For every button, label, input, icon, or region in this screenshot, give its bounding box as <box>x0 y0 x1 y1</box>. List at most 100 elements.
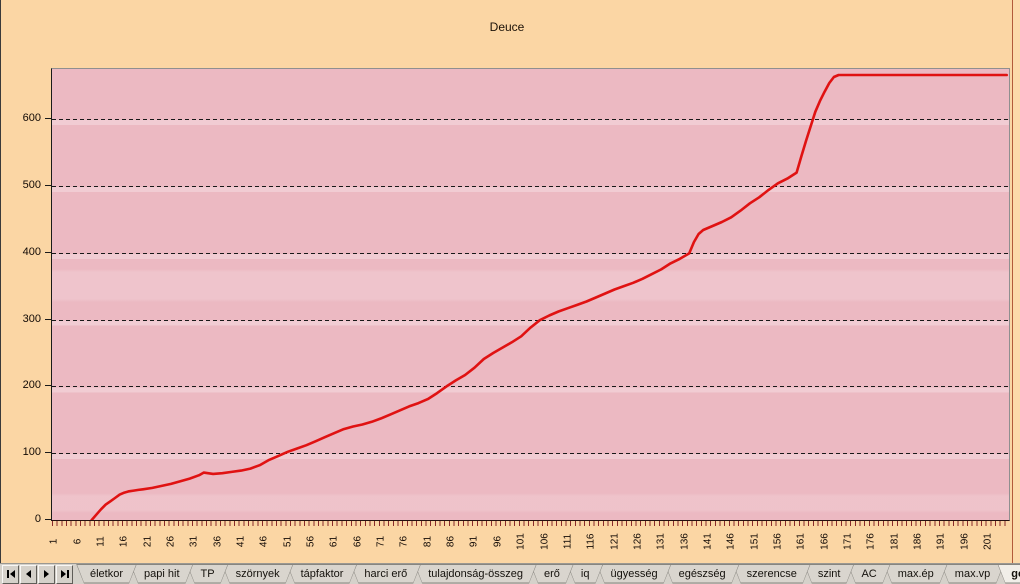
x-tick-label-176: 176 <box>865 533 877 550</box>
sheet-tab-szerencse[interactable]: szerencse <box>733 564 811 584</box>
tab-label: max.ép <box>897 567 934 580</box>
sheet-tab-max-vp[interactable]: max.vp <box>941 564 1004 584</box>
x-tick-label-146: 146 <box>725 533 737 550</box>
x-tick-label-161: 161 <box>795 533 807 550</box>
tab-label: szörnyek <box>235 567 280 580</box>
x-tick-label-126: 126 <box>632 533 644 550</box>
tab-label: tulajdonság-összeg <box>428 567 524 580</box>
y-tick-mark-600 <box>45 118 51 120</box>
sheet-tab-szörnyek[interactable]: szörnyek <box>222 564 294 584</box>
x-tick-label-191: 191 <box>935 533 947 550</box>
sheet-tab-max-ép[interactable]: max.ép <box>884 564 948 584</box>
x-tick-label-61: 61 <box>328 535 340 548</box>
gridline-300 <box>52 319 1009 321</box>
chart-sheet: Deuce 0 100 200 300 400 500 600 1 6 11 16 21 26 31 36… <box>0 0 1020 563</box>
sheet-tab-életkor[interactable]: életkor <box>76 564 137 584</box>
tab-shape-fill <box>885 565 947 583</box>
tab-label: erő <box>544 567 560 580</box>
first-sheet-icon <box>9 570 15 578</box>
tab-label: TP <box>200 567 215 580</box>
tab-shape-fill <box>131 565 192 583</box>
tab-scroll-prev-button[interactable] <box>20 564 37 584</box>
sheet-tab-tp[interactable]: TP <box>187 564 229 584</box>
tab-label: papi hit <box>144 567 180 580</box>
tab-shape-fill <box>666 565 739 583</box>
y-tick-label-600: 600 <box>22 112 41 125</box>
last-sheet-icon <box>60 570 66 578</box>
x-tick-label-151: 151 <box>749 533 761 550</box>
x-tick-label-76: 76 <box>398 535 410 548</box>
tab-shape-fill <box>998 565 1020 583</box>
tab-shape-fill <box>568 565 603 583</box>
tab-scroll-first-button[interactable] <box>2 564 19 584</box>
x-tick-label-136: 136 <box>679 533 691 550</box>
x-tick-label-46: 46 <box>258 535 270 548</box>
tab-shape-fill <box>351 565 420 583</box>
x-tick-label-106: 106 <box>539 533 550 550</box>
sheet-tab-tulajdonság-összeg[interactable]: tulajdonság-összeg <box>414 564 537 584</box>
x-tick-label-36: 36 <box>212 535 224 548</box>
x-tick-label-166: 166 <box>819 533 831 550</box>
tab-shape-fill <box>597 565 670 583</box>
tab-label: szint <box>817 567 841 580</box>
x-tick-label-91: 91 <box>468 535 480 548</box>
gridline-200 <box>52 386 1009 388</box>
sheet-tab-tápfaktor[interactable]: tápfaktor <box>287 564 358 584</box>
y-tick-label-0: 0 <box>34 513 41 525</box>
tab-shape-fill <box>223 565 293 583</box>
x-tick-label-71: 71 <box>375 535 387 548</box>
y-tick-mark-100 <box>45 452 51 454</box>
sheet-tab-erő[interactable]: erő <box>530 564 574 584</box>
gridline-500 <box>52 185 1009 187</box>
window-right-edge <box>1012 0 1020 563</box>
tab-label: ügyesség <box>610 567 658 580</box>
x-tick-label-116: 116 <box>585 533 597 550</box>
x-tick-label-111: 111 <box>562 533 574 550</box>
tab-shape-fill <box>734 565 810 583</box>
x-tick-label-131: 131 <box>655 533 667 550</box>
sheet-tab-ac[interactable]: AC <box>847 564 890 584</box>
next-sheet-icon <box>44 570 49 578</box>
gridline-400 <box>52 252 1009 254</box>
x-tick-label-141: 141 <box>702 533 714 550</box>
sheet-tab-papi-hit[interactable]: papi hit <box>130 564 193 584</box>
tab-scroll-last-button[interactable] <box>56 564 73 584</box>
gridline-600 <box>52 119 1009 121</box>
y-tick-mark-200 <box>45 385 51 387</box>
sheet-tab-ügyesség[interactable]: ügyesség <box>596 564 671 584</box>
chart-title: Deuce <box>489 20 525 34</box>
x-tick-label-51: 51 <box>282 535 294 548</box>
tab-scroll-next-button[interactable] <box>38 564 55 584</box>
tab-label: tápfaktor <box>300 567 344 580</box>
sheet-tab-harci-erő[interactable]: harci erő <box>350 564 421 584</box>
x-tick-label-96: 96 <box>492 535 504 548</box>
tab-label: iq <box>580 567 590 580</box>
y-tick-label-500: 500 <box>22 178 41 191</box>
sheet-tabs: életkor papi hit TP szörnyek tápfaktor harci … <box>76 564 1020 584</box>
y-tick-mark-400 <box>45 251 51 253</box>
x-tick-label-101: 101 <box>515 533 527 550</box>
tab-label: max.vp <box>954 567 991 580</box>
y-tick-mark-300 <box>45 318 51 320</box>
first-sheet-icon <box>6 570 9 578</box>
x-tick-label-186: 186 <box>912 533 924 550</box>
sheet-tab-gonoszság[interactable]: gonoszság <box>997 564 1020 584</box>
sheet-tab-iq[interactable]: iq <box>567 564 604 584</box>
x-tick-label-16: 16 <box>118 535 130 548</box>
tab-shape-fill <box>531 565 573 583</box>
gridline-100 <box>52 453 1009 455</box>
sheet-tab-egészség[interactable]: egészség <box>665 564 740 584</box>
tab-label: harci erő <box>364 567 408 580</box>
y-tick-mark-500 <box>45 184 51 186</box>
x-tick-label-6: 6 <box>72 538 84 545</box>
x-axis-ticks <box>52 521 1009 526</box>
tab-label: szerencse <box>746 567 797 580</box>
tab-label: egészség <box>678 567 726 580</box>
sheet-tab-szint[interactable]: szint <box>804 564 855 584</box>
tab-shape-fill <box>188 565 228 583</box>
x-tick-label-66: 66 <box>352 535 364 548</box>
plot-area <box>51 68 1010 521</box>
tab-shape-fill <box>942 565 1003 583</box>
x-tick-label-201: 201 <box>982 533 994 550</box>
